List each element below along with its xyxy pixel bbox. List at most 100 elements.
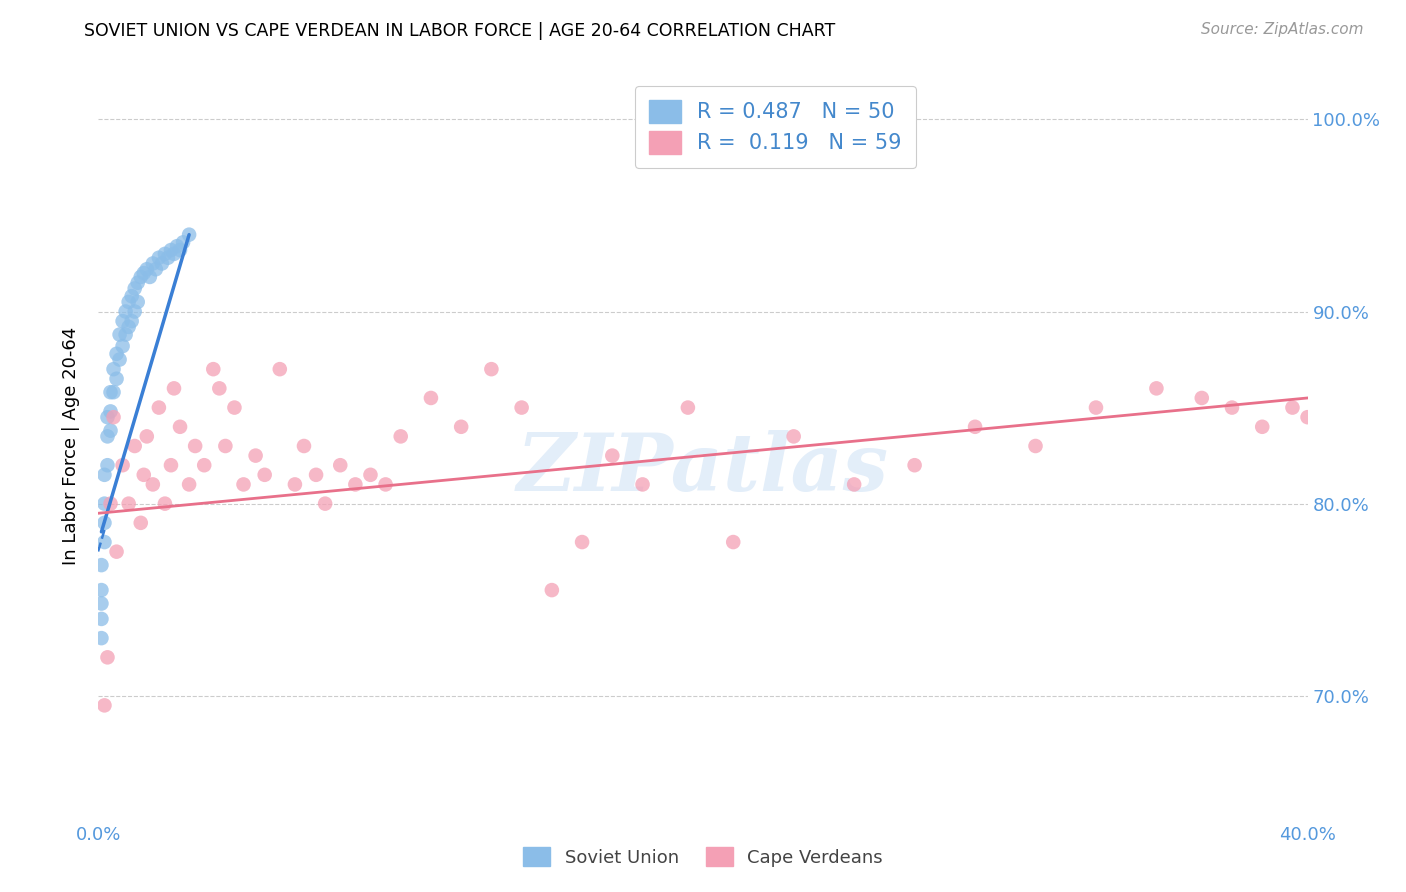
Point (160, 458, 183, 473)
Point (96, 429, 118, 443)
Point (111, 339, 134, 353)
Point (631, 477, 654, 491)
Point (172, 235, 194, 250)
Point (1281, 401, 1303, 415)
Point (139, 269, 162, 284)
Point (100, 497, 122, 511)
Point (121, 289, 143, 303)
Point (420, 391, 443, 405)
Point (103, 362, 125, 376)
Point (124, 304, 146, 318)
Point (111, 314, 134, 328)
Point (1251, 419, 1274, 434)
Point (179, 227, 201, 242)
Point (284, 477, 307, 491)
Point (153, 497, 176, 511)
Point (114, 304, 136, 318)
Point (90, 558, 112, 573)
Point (292, 439, 315, 453)
Point (93, 497, 115, 511)
Point (169, 419, 191, 434)
Point (127, 276, 149, 290)
Point (96, 650, 118, 665)
Point (135, 429, 157, 443)
Point (1144, 381, 1167, 395)
Point (124, 439, 146, 453)
Point (169, 243, 191, 257)
Point (232, 477, 254, 491)
Point (129, 269, 152, 284)
Point (100, 385, 122, 400)
Point (93, 698, 115, 713)
Point (148, 251, 170, 265)
Point (142, 256, 165, 270)
Point (360, 467, 382, 482)
Point (103, 385, 125, 400)
Text: Source: ZipAtlas.com: Source: ZipAtlas.com (1201, 22, 1364, 37)
Point (166, 239, 188, 253)
Point (540, 583, 562, 598)
Point (127, 294, 149, 309)
Point (1220, 401, 1243, 415)
Point (389, 429, 412, 443)
Point (118, 294, 141, 309)
Point (118, 497, 141, 511)
Point (148, 401, 170, 415)
Legend: Soviet Union, Cape Verdeans: Soviet Union, Cape Verdeans (516, 840, 890, 874)
Point (129, 516, 152, 530)
Point (344, 477, 367, 491)
Point (93, 516, 115, 530)
Point (93, 467, 115, 482)
Point (305, 467, 328, 482)
Point (904, 458, 927, 473)
Point (269, 362, 291, 376)
Text: SOVIET UNION VS CAPE VERDEAN IN LABOR FORCE | AGE 20-64 CORRELATION CHART: SOVIET UNION VS CAPE VERDEAN IN LABOR FO… (84, 22, 835, 40)
Point (253, 467, 276, 482)
Point (108, 327, 131, 342)
Point (245, 449, 267, 463)
Point (179, 477, 201, 491)
Point (1296, 410, 1319, 425)
Y-axis label: In Labor Force | Age 20-64: In Labor Force | Age 20-64 (62, 326, 80, 566)
Point (150, 256, 173, 270)
Point (96, 410, 118, 425)
Legend: R = 0.487   N = 50, R =  0.119   N = 59: R = 0.487 N = 50, R = 0.119 N = 59 (634, 86, 917, 169)
Point (111, 458, 134, 473)
Point (124, 281, 146, 295)
Point (153, 247, 176, 261)
Point (723, 535, 745, 549)
Point (510, 401, 533, 415)
Point (100, 404, 122, 418)
Point (96, 458, 118, 473)
Point (208, 381, 231, 395)
Point (965, 419, 987, 434)
Point (100, 424, 122, 438)
Point (1024, 439, 1046, 453)
Point (193, 458, 215, 473)
Point (103, 410, 125, 425)
Point (184, 439, 207, 453)
Point (93, 535, 115, 549)
Point (783, 429, 806, 443)
Point (90, 612, 112, 626)
Point (135, 262, 157, 277)
Point (90, 597, 112, 611)
Point (676, 401, 699, 415)
Point (160, 243, 183, 257)
Point (90, 631, 112, 645)
Point (481, 362, 503, 376)
Point (202, 362, 225, 376)
Point (1191, 391, 1213, 405)
Point (224, 401, 246, 415)
Point (132, 266, 155, 280)
Point (121, 314, 143, 328)
Point (114, 327, 136, 342)
Point (163, 381, 186, 395)
Point (145, 262, 167, 277)
Point (105, 544, 128, 558)
Point (108, 352, 131, 367)
Point (329, 458, 352, 473)
Point (602, 449, 624, 463)
Point (105, 347, 128, 361)
Point (214, 439, 236, 453)
